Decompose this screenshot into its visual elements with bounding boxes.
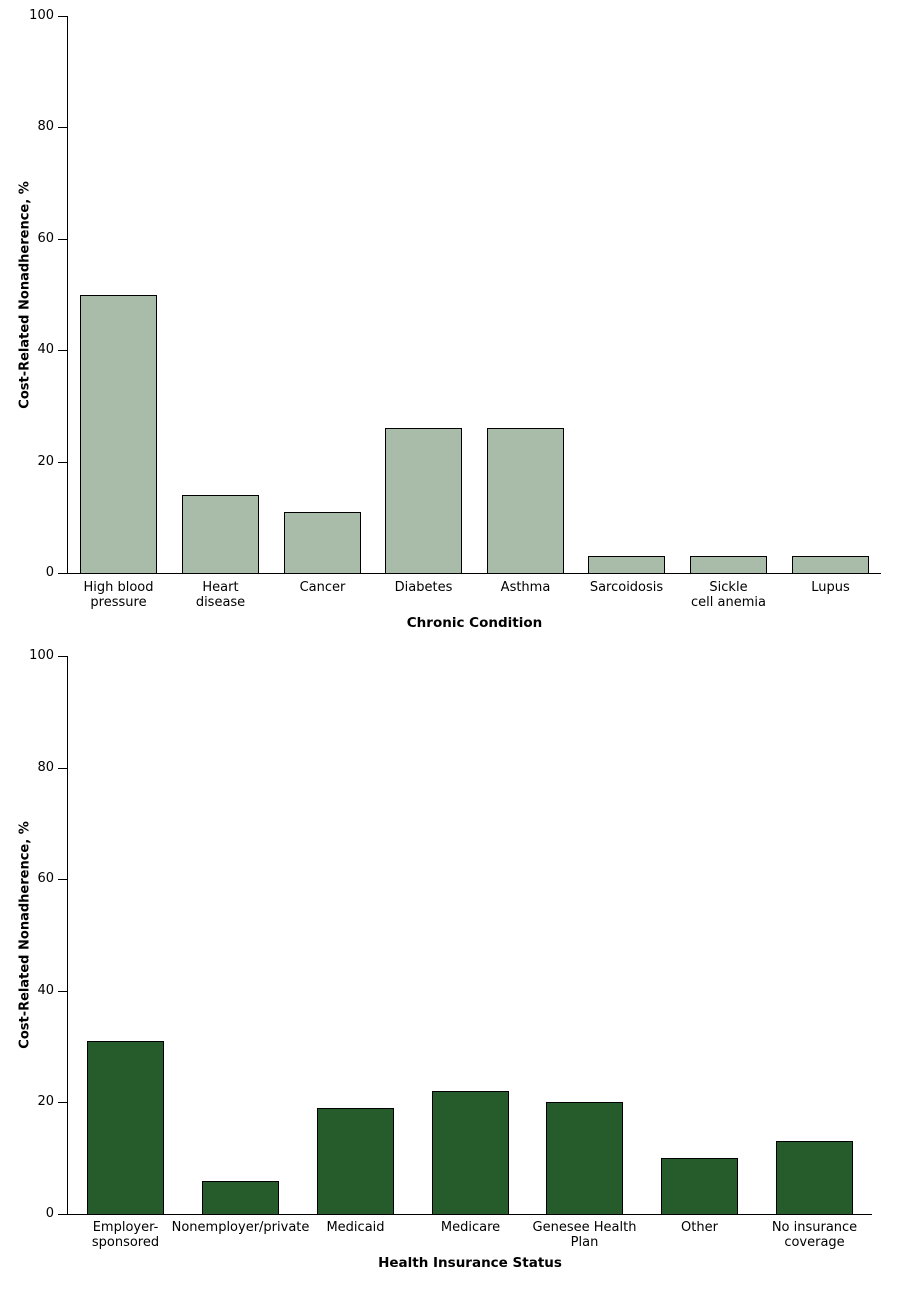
bar-lupus xyxy=(792,556,869,574)
bar-high-blood-pressure xyxy=(80,295,157,574)
category-label-line: coverage xyxy=(784,1235,845,1250)
y-tick-mark-20 xyxy=(58,1102,67,1103)
y-axis-title: Cost-Related Nonadherence, % xyxy=(17,181,33,409)
x-axis-line xyxy=(67,573,881,574)
y-tick-mark-80 xyxy=(58,768,67,769)
category-label-line: Genesee Health xyxy=(532,1220,637,1235)
category-label-lupus: Lupus xyxy=(741,580,900,595)
y-axis-line xyxy=(67,656,68,1215)
y-tick-mark-60 xyxy=(58,879,67,880)
category-label-line: Nonemployer/private xyxy=(171,1220,310,1235)
category-label-diabetes: Diabetes xyxy=(334,580,514,595)
category-label-line: pressure xyxy=(90,595,147,610)
plot-area-health-insurance-status: 0 20 40 60 80 100 Employer-sponsored Nonemploye… xyxy=(0,640,900,1291)
category-label-cancer: Cancer xyxy=(233,580,413,595)
category-label-employer-sponsored: Employer-sponsored xyxy=(36,1220,216,1250)
category-label-medicaid: Medicaid xyxy=(266,1220,446,1235)
y-tick-label-20: 20 xyxy=(37,1094,54,1109)
category-label-line: Asthma xyxy=(500,580,551,595)
y-tick-label-100: 100 xyxy=(29,648,54,663)
category-label-line: Sickle xyxy=(709,580,748,595)
y-tick-mark-40 xyxy=(58,991,67,992)
bar-medicare xyxy=(432,1091,509,1215)
y-tick-label-80: 80 xyxy=(37,119,54,134)
y-tick-mark-60 xyxy=(58,239,67,240)
category-label-genesee-health-plan: Genesee Health Plan xyxy=(495,1220,675,1250)
category-label-line: disease xyxy=(195,595,246,610)
category-label-line: cell anemia xyxy=(691,595,766,610)
category-label-line: sponsored xyxy=(91,1235,160,1250)
y-tick-mark-20 xyxy=(58,462,67,463)
bar-diabetes xyxy=(385,428,462,574)
bar-other xyxy=(661,1158,738,1215)
bar-nonemployer-private xyxy=(202,1181,279,1215)
bar-cancer xyxy=(284,512,361,574)
y-tick-mark-80 xyxy=(58,127,67,128)
category-label-line: Heart xyxy=(202,580,239,595)
category-label-line: Medicaid xyxy=(326,1220,385,1235)
y-tick-mark-0 xyxy=(58,573,67,574)
category-label-high-blood-pressure: High blood pressure xyxy=(29,580,209,610)
y-tick-label-80: 80 xyxy=(37,760,54,775)
bar-asthma xyxy=(487,428,564,574)
chart-health-insurance-status: 0 20 40 60 80 100 Employer-sponsored Nonemploye… xyxy=(0,640,900,1291)
y-tick-mark-0 xyxy=(58,1214,67,1215)
y-tick-label-100: 100 xyxy=(29,8,54,23)
y-tick-label-40: 40 xyxy=(37,983,54,998)
bar-employer-sponsored xyxy=(87,1041,164,1215)
category-label-sarcoidosis: Sarcoidosis xyxy=(537,580,717,595)
y-tick-label-20: 20 xyxy=(37,454,54,469)
bar-sarcoidosis xyxy=(588,556,665,574)
y-tick-label-60: 60 xyxy=(37,231,54,246)
y-tick-label-0: 0 xyxy=(45,1206,54,1221)
y-axis-line xyxy=(67,16,68,574)
category-label-medicare: Medicare xyxy=(381,1220,561,1235)
category-label-line: Diabetes xyxy=(394,580,453,595)
bar-genesee-health-plan xyxy=(546,1102,623,1215)
category-label-line: High blood xyxy=(83,580,154,595)
y-tick-mark-100 xyxy=(58,656,67,657)
category-label-line: No insurance xyxy=(771,1220,858,1235)
x-axis-title: Chronic Condition xyxy=(406,615,543,631)
bar-medicaid xyxy=(317,1108,394,1215)
y-tick-mark-100 xyxy=(58,16,67,17)
y-axis-title: Cost-Related Nonadherence, % xyxy=(17,821,33,1049)
category-label-no-insurance-coverage: No insurance coverage xyxy=(725,1220,900,1250)
category-label-other: Other xyxy=(610,1220,790,1235)
category-label-sickle-cell-anemia: Sickle cell anemia xyxy=(639,580,819,610)
plot-area-chronic-condition: 0 20 40 60 80 100 High blood pressure Heart disea… xyxy=(0,0,900,640)
chart-chronic-condition: 0 20 40 60 80 100 High blood pressure Heart disea… xyxy=(0,0,900,640)
y-tick-label-0: 0 xyxy=(45,565,54,580)
x-axis-line xyxy=(67,1214,872,1215)
category-label-heart-disease: Heart disease xyxy=(131,580,311,610)
category-label-line: Medicare xyxy=(440,1220,501,1235)
category-label-line: Other xyxy=(681,1220,718,1235)
category-label-line: Lupus xyxy=(811,580,850,595)
category-label-line: Cancer xyxy=(299,580,346,595)
bar-sickle-cell-anemia xyxy=(690,556,767,574)
bar-no-insurance-coverage xyxy=(776,1141,853,1215)
category-label-line: Employer- xyxy=(92,1220,159,1235)
y-tick-mark-40 xyxy=(58,350,67,351)
category-label-line: Sarcoidosis xyxy=(589,580,664,595)
category-label-asthma: Asthma xyxy=(436,580,616,595)
x-axis-title: Health Insurance Status xyxy=(378,1255,562,1271)
bar-heart-disease xyxy=(182,495,259,574)
y-tick-label-40: 40 xyxy=(37,342,54,357)
y-tick-label-60: 60 xyxy=(37,871,54,886)
category-label-nonemployer-private: Nonemployer/private xyxy=(151,1220,331,1235)
category-label-line: Plan xyxy=(570,1235,599,1250)
